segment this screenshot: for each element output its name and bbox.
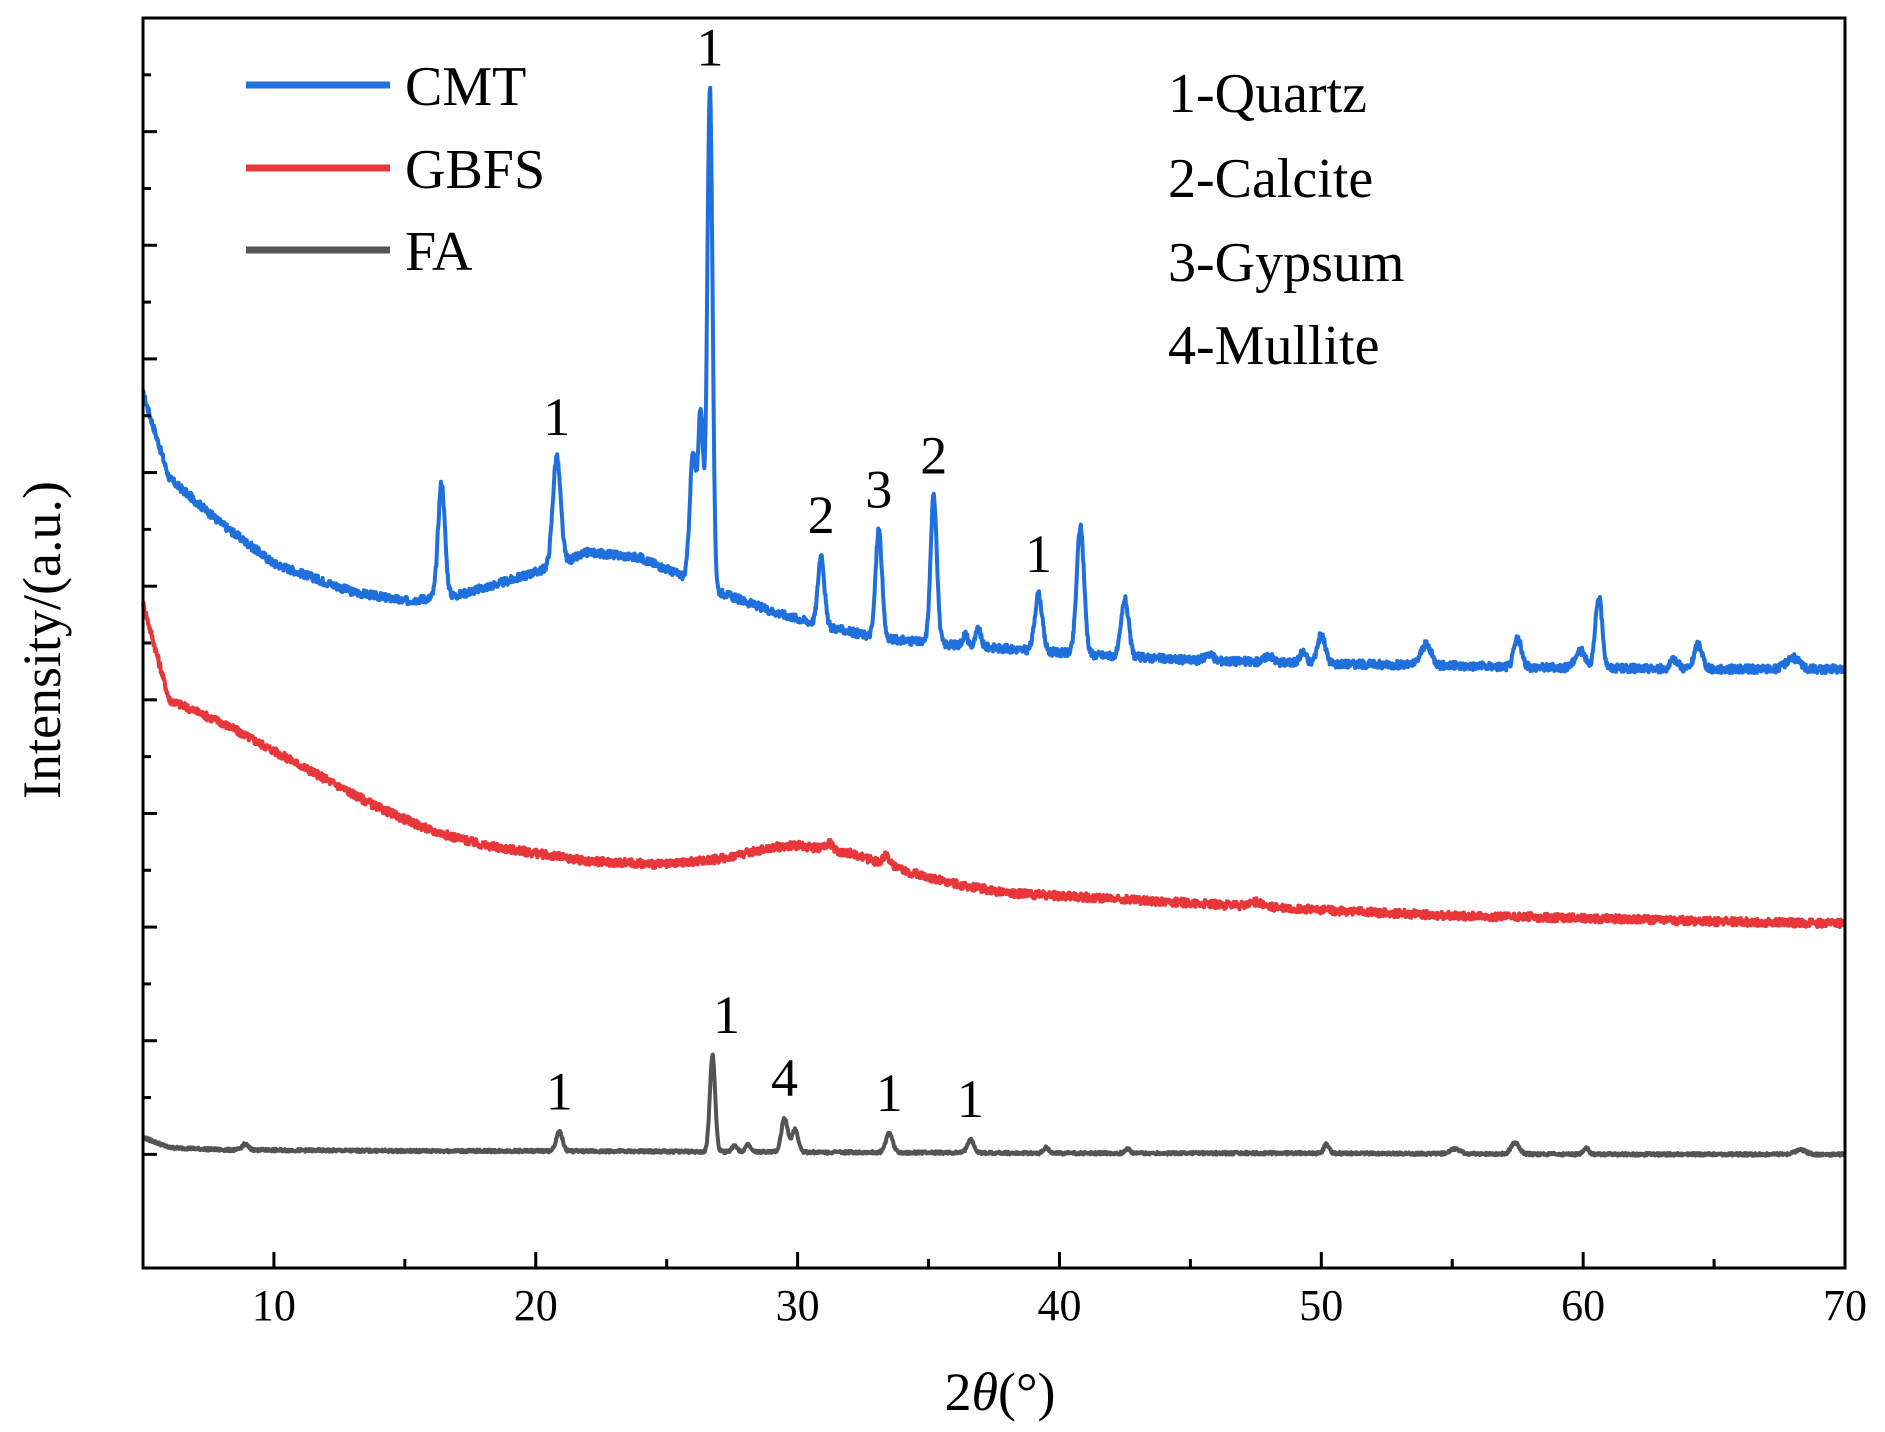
peak-label: 1	[1025, 524, 1052, 584]
x-tick-label: 70	[1823, 1281, 1867, 1330]
y-axis-title: Intensity/(a.u.)	[12, 481, 72, 799]
legend-label-gbfs: GBFS	[405, 139, 545, 201]
axes: 10 20 30 40 50 60 70	[141, 16, 1867, 1330]
x-axis-title: 2θ(°)	[944, 1362, 1055, 1422]
peak-label: 3	[865, 460, 892, 520]
x-tick-label: 40	[1037, 1281, 1081, 1330]
x-tick-label: 20	[514, 1281, 558, 1330]
phase-legend: 1-Quartz 2-Calcite 3-Gypsum 4-Mullite	[1168, 63, 1404, 377]
peak-label: 1	[876, 1063, 903, 1123]
peak-label: 1	[543, 387, 570, 447]
x-axis-title-symbol: θ	[971, 1362, 998, 1422]
phase-label-calcite: 2-Calcite	[1168, 148, 1373, 210]
x-tick-label: 50	[1299, 1281, 1343, 1330]
legend-label-fa: FA	[405, 221, 473, 283]
series-line-gbfs	[141, 600, 1847, 930]
series-line-fa	[141, 1052, 1846, 1158]
peak-label: 4	[771, 1048, 798, 1108]
x-tick-label: 60	[1561, 1281, 1605, 1330]
peak-label: 2	[920, 426, 947, 486]
peak-label: 1	[546, 1062, 573, 1122]
phase-label-mullite: 4-Mullite	[1168, 315, 1380, 377]
phase-label-quartz: 1-Quartz	[1168, 63, 1367, 125]
series-line-cmt	[141, 85, 1847, 676]
x-axis-title-prefix: 2	[944, 1362, 971, 1422]
legend-label-cmt: CMT	[405, 56, 526, 118]
phase-label-gypsum: 3-Gypsum	[1168, 232, 1404, 294]
x-tick-label: 10	[252, 1281, 296, 1330]
peak-label: 2	[808, 485, 835, 545]
legend: CMT GBFS FA	[246, 56, 545, 283]
peak-label: 1	[696, 18, 723, 78]
x-axis-title-suffix: (°)	[998, 1362, 1056, 1422]
peak-label: 1	[713, 985, 740, 1045]
peak-label: 1	[957, 1069, 984, 1129]
x-tick-label: 30	[776, 1281, 820, 1330]
